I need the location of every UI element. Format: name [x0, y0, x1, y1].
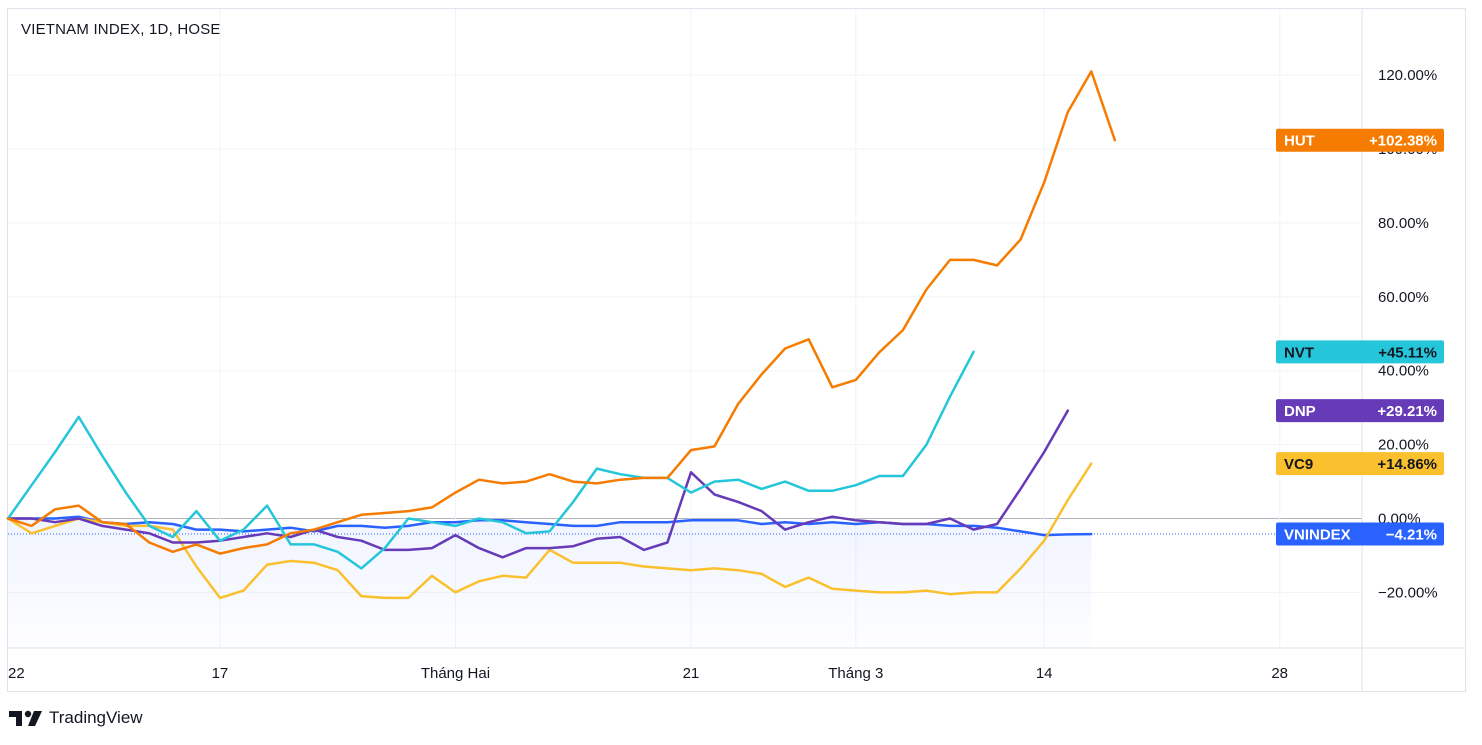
chart-title: VIETNAM INDEX, 1D, HOSE	[21, 21, 221, 38]
y-tick-label: 120.00%	[1378, 67, 1437, 84]
y-tick-label: 40.00%	[1378, 363, 1429, 380]
x-tick-label: 22	[8, 665, 25, 682]
tradingview-wordmark: TradingView	[49, 708, 143, 727]
badge-value: +45.11%	[1378, 344, 1437, 361]
badge-symbol: DNP	[1284, 403, 1316, 420]
badge-value: +102.38%	[1369, 133, 1437, 150]
x-tick-label: Tháng 3	[828, 665, 883, 682]
tradingview-logo-icon	[9, 710, 42, 726]
badge-value: +14.86%	[1377, 456, 1437, 473]
tradingview-brand[interactable]: TradingView	[9, 708, 143, 728]
badge-hut[interactable]: HUT +102.38%	[1276, 128, 1444, 152]
badge-value: −4.21%	[1386, 527, 1437, 544]
x-tick-label: 17	[212, 665, 229, 682]
x-tick-label: 21	[683, 665, 700, 682]
badge-vc9[interactable]: VC9 +14.86%	[1276, 452, 1444, 476]
badge-symbol: NVT	[1284, 344, 1314, 361]
badge-symbol: HUT	[1284, 133, 1315, 150]
badge-symbol: VC9	[1284, 456, 1313, 473]
x-tick-label: 14	[1036, 665, 1053, 682]
series-line-hut[interactable]	[6, 70, 1117, 555]
badge-value: +29.21%	[1377, 403, 1437, 420]
badge-dnp[interactable]: DNP +29.21%	[1276, 399, 1444, 423]
x-tick-label: 28	[1271, 665, 1288, 682]
y-tick-label: −20.00%	[1378, 584, 1438, 601]
chart-frame	[7, 8, 1466, 692]
series-line-nvt[interactable]	[6, 350, 975, 570]
y-tick-label: 60.00%	[1378, 289, 1429, 306]
badge-symbol: VNINDEX	[1284, 527, 1351, 544]
badge-vnindex[interactable]: VNINDEX −4.21%	[1276, 522, 1444, 546]
series-line-vc9[interactable]	[6, 462, 1093, 600]
y-tick-label: 80.00%	[1378, 215, 1429, 232]
badge-nvt[interactable]: NVT +45.11%	[1276, 340, 1444, 364]
series-line-dnp[interactable]	[6, 409, 1070, 559]
vnindex-area	[8, 516, 1092, 648]
x-tick-label: Tháng Hai	[421, 665, 490, 682]
y-tick-label: 20.00%	[1378, 437, 1429, 454]
